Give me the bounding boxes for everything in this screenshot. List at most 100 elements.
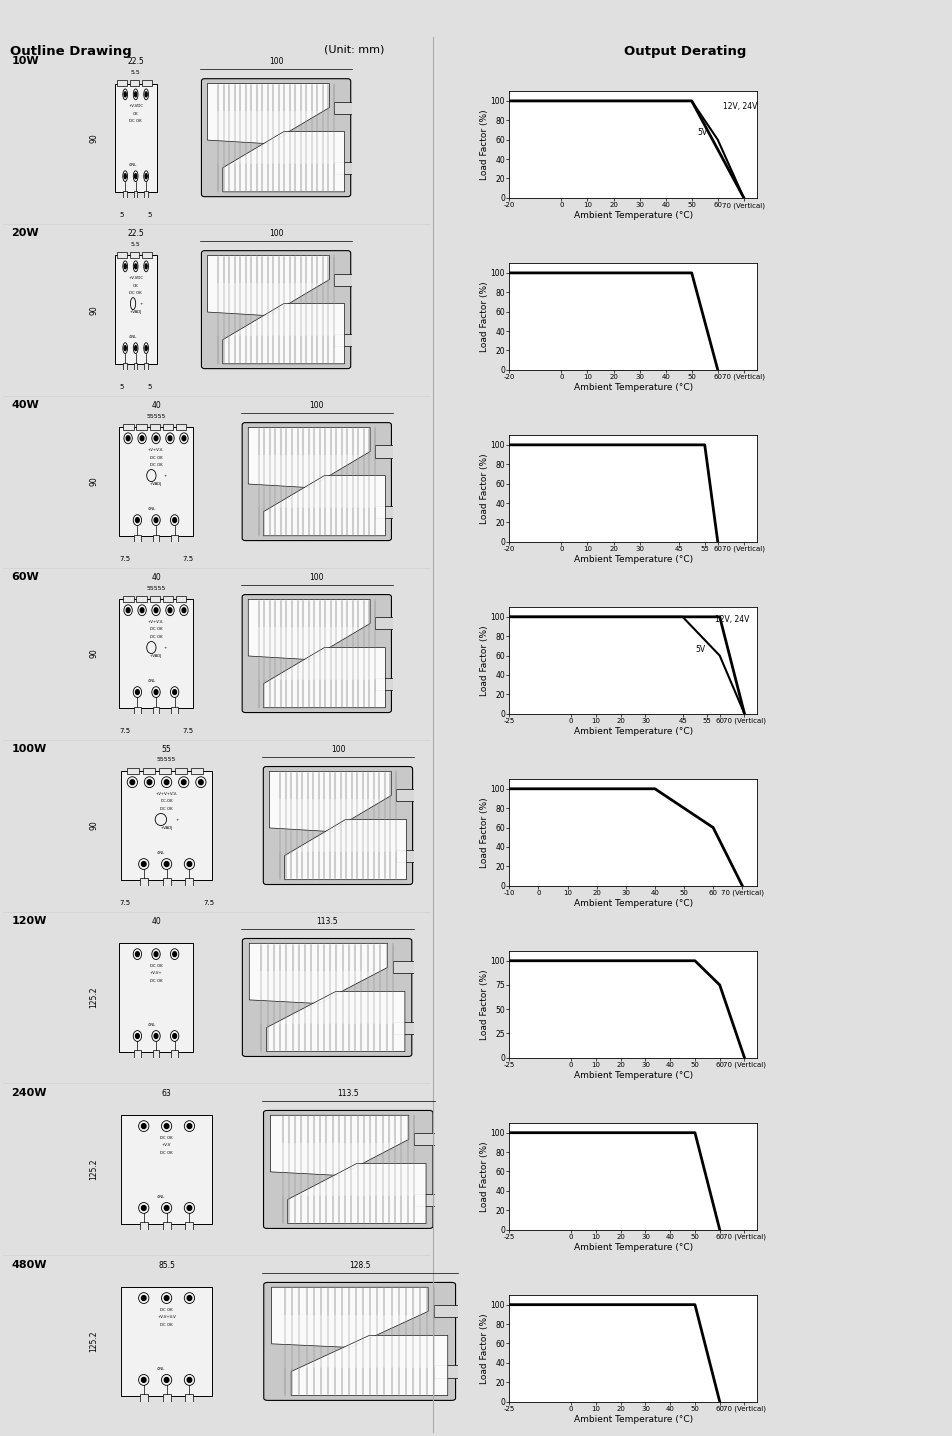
Text: +V-VDC: +V-VDC [129, 105, 143, 108]
Text: Output Derating: Output Derating [625, 45, 746, 57]
Polygon shape [291, 1335, 447, 1396]
Circle shape [165, 1295, 169, 1301]
FancyBboxPatch shape [127, 768, 139, 774]
Circle shape [188, 862, 191, 866]
Text: 5.5: 5.5 [130, 241, 141, 247]
FancyBboxPatch shape [334, 333, 357, 346]
Text: DC OK: DC OK [129, 290, 142, 294]
Text: 12V, 24V: 12V, 24V [715, 615, 749, 625]
FancyBboxPatch shape [149, 424, 160, 429]
Circle shape [142, 1124, 146, 1129]
Circle shape [145, 174, 148, 178]
FancyBboxPatch shape [334, 162, 357, 174]
Text: 5V: 5V [695, 645, 705, 655]
X-axis label: Ambient Temperature (°C): Ambient Temperature (°C) [573, 1244, 693, 1252]
Text: OK: OK [133, 112, 138, 116]
Text: 22.5: 22.5 [128, 228, 144, 238]
X-axis label: Ambient Temperature (°C): Ambient Temperature (°C) [573, 556, 693, 564]
Circle shape [165, 1124, 169, 1129]
FancyBboxPatch shape [264, 1110, 433, 1228]
Circle shape [165, 1206, 169, 1211]
Text: 125.2: 125.2 [89, 1159, 98, 1180]
Circle shape [142, 1295, 146, 1301]
Polygon shape [269, 771, 391, 831]
Y-axis label: Load Factor (%): Load Factor (%) [480, 797, 489, 867]
Text: 120W: 120W [11, 916, 47, 926]
FancyBboxPatch shape [140, 879, 148, 886]
FancyBboxPatch shape [117, 251, 128, 258]
Text: 5: 5 [148, 385, 152, 391]
Circle shape [130, 780, 134, 784]
Text: +VADJ: +VADJ [161, 826, 172, 830]
FancyBboxPatch shape [163, 424, 173, 429]
Text: 7.5: 7.5 [182, 556, 193, 561]
Text: 480W: 480W [11, 1259, 47, 1269]
FancyBboxPatch shape [152, 1051, 159, 1058]
FancyBboxPatch shape [134, 363, 137, 370]
FancyBboxPatch shape [264, 767, 412, 885]
Text: 55: 55 [162, 745, 171, 754]
FancyBboxPatch shape [175, 596, 186, 602]
Circle shape [169, 437, 172, 441]
FancyBboxPatch shape [117, 80, 128, 86]
Text: 5V: 5V [697, 128, 707, 138]
Polygon shape [208, 83, 329, 144]
Polygon shape [248, 428, 370, 488]
FancyBboxPatch shape [129, 251, 139, 258]
Text: 100: 100 [268, 57, 284, 66]
FancyBboxPatch shape [121, 771, 212, 880]
FancyBboxPatch shape [174, 768, 188, 774]
Circle shape [182, 780, 186, 784]
Text: ⊙NL: ⊙NL [148, 679, 155, 684]
FancyBboxPatch shape [121, 1287, 212, 1396]
Circle shape [135, 952, 139, 956]
Circle shape [154, 689, 158, 695]
Text: ⊙NL: ⊙NL [157, 1367, 165, 1371]
Circle shape [145, 346, 148, 350]
Text: +V+V-V-: +V+V-V- [148, 448, 164, 452]
X-axis label: Ambient Temperature (°C): Ambient Temperature (°C) [573, 1414, 693, 1425]
FancyBboxPatch shape [136, 424, 147, 429]
Circle shape [172, 1034, 176, 1038]
FancyBboxPatch shape [202, 251, 350, 369]
Circle shape [134, 92, 137, 96]
Text: 40W: 40W [11, 401, 39, 409]
FancyBboxPatch shape [140, 1394, 148, 1402]
Circle shape [154, 607, 158, 613]
Circle shape [154, 518, 158, 523]
Circle shape [154, 437, 158, 441]
Text: 7.5: 7.5 [119, 900, 130, 906]
Circle shape [124, 174, 127, 178]
FancyBboxPatch shape [334, 273, 357, 286]
FancyBboxPatch shape [414, 1133, 440, 1146]
Text: 125.2: 125.2 [89, 1331, 98, 1353]
Text: 7.5: 7.5 [119, 728, 130, 734]
Text: 40: 40 [151, 401, 161, 409]
Circle shape [165, 780, 169, 784]
Circle shape [134, 174, 137, 178]
Text: 100: 100 [309, 573, 324, 582]
FancyBboxPatch shape [152, 534, 159, 541]
Text: +: + [140, 302, 144, 306]
FancyBboxPatch shape [375, 678, 398, 689]
Polygon shape [208, 256, 329, 316]
FancyBboxPatch shape [134, 191, 137, 198]
Circle shape [135, 518, 139, 523]
Circle shape [182, 437, 186, 441]
FancyBboxPatch shape [393, 961, 419, 974]
Text: ⊙NL: ⊙NL [129, 164, 137, 168]
Text: 63: 63 [162, 1088, 171, 1097]
Text: +VADJ: +VADJ [129, 310, 142, 314]
X-axis label: Ambient Temperature (°C): Ambient Temperature (°C) [573, 211, 693, 220]
Circle shape [172, 518, 176, 523]
Text: DC OK: DC OK [160, 1308, 173, 1313]
Circle shape [124, 92, 127, 96]
Circle shape [172, 689, 176, 695]
Circle shape [127, 437, 130, 441]
Circle shape [169, 607, 172, 613]
Text: ⊙NL: ⊙NL [148, 507, 155, 511]
FancyBboxPatch shape [119, 428, 193, 536]
Polygon shape [270, 1116, 408, 1176]
Text: 5: 5 [119, 213, 124, 218]
FancyBboxPatch shape [243, 939, 412, 1057]
